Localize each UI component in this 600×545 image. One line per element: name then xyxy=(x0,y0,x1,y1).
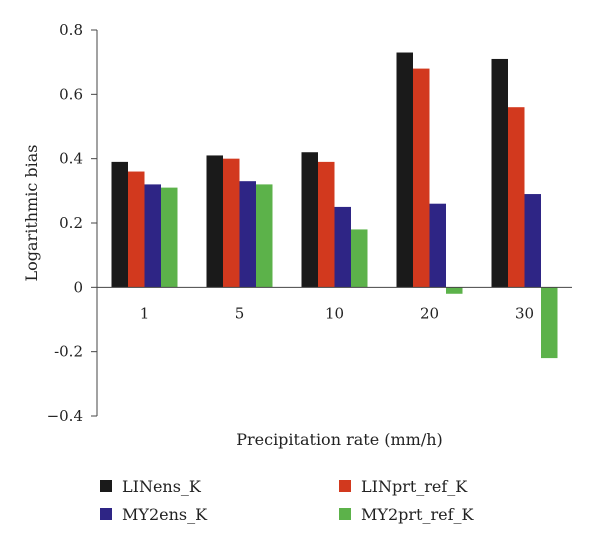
legend-label: MY2ens_K xyxy=(122,505,208,524)
legend-swatch xyxy=(339,508,351,520)
y-tick-label: −0.4 xyxy=(47,407,83,425)
x-tick-label: 1 xyxy=(140,304,150,322)
bar-linens-k-10 xyxy=(301,152,318,288)
x-tick-label: 20 xyxy=(420,304,439,322)
y-axis-ticks: 0.8 0.6 0.4 0.2 0 -0.2 −0.4 xyxy=(47,21,97,425)
y-tick-label: 0.2 xyxy=(59,214,83,232)
y-axis-title: Logarithmic bias xyxy=(22,145,41,282)
bar-my2prt-ref-k-30 xyxy=(541,287,558,359)
bar-linens-k-20 xyxy=(396,52,413,288)
bars xyxy=(111,52,558,359)
x-tick-label: 30 xyxy=(515,304,534,322)
bar-my2ens-k-20 xyxy=(429,203,446,288)
bar-linens-k-30 xyxy=(491,58,508,288)
legend-swatch xyxy=(100,508,112,520)
bar-my2prt-ref-k-10 xyxy=(351,229,368,288)
y-tick-label: 0.6 xyxy=(59,85,83,103)
bar-my2prt-ref-k-20 xyxy=(446,287,463,294)
x-tick-label: 5 xyxy=(235,304,245,322)
bar-linprt-ref-k-10 xyxy=(318,161,335,288)
y-tick-label: 0 xyxy=(73,278,83,296)
bar-my2prt-ref-k-5 xyxy=(256,184,273,288)
bar-linprt-ref-k-20 xyxy=(413,68,430,288)
x-axis-ticks: 1 5 10 20 30 xyxy=(140,304,534,322)
x-axis-title: Precipitation rate (mm/h) xyxy=(236,430,443,449)
legend-swatch xyxy=(339,480,351,492)
bar-my2ens-k-5 xyxy=(239,181,256,288)
legend-label: LINens_K xyxy=(122,477,202,496)
legend-label: MY2prt_ref_K xyxy=(361,505,474,524)
bar-linprt-ref-k-30 xyxy=(508,107,525,288)
legend-label: LINprt_ref_K xyxy=(361,477,468,496)
bar-my2prt-ref-k-1 xyxy=(161,187,178,288)
bar-my2ens-k-1 xyxy=(144,184,161,288)
y-tick-label: 0.8 xyxy=(59,21,83,39)
bar-linprt-ref-k-1 xyxy=(128,171,145,288)
bar-linprt-ref-k-5 xyxy=(223,158,240,288)
y-tick-label: -0.2 xyxy=(54,343,83,361)
y-tick-label: 0.4 xyxy=(59,150,83,168)
bar-linens-k-1 xyxy=(111,161,128,288)
legend-swatch xyxy=(100,480,112,492)
bar-my2ens-k-30 xyxy=(524,194,541,288)
bar-linens-k-5 xyxy=(206,155,223,288)
legend: LINens_K LINprt_ref_K MY2ens_K MY2prt_ref_K xyxy=(100,477,474,524)
x-tick-label: 10 xyxy=(325,304,344,322)
bar-my2ens-k-10 xyxy=(334,206,351,288)
